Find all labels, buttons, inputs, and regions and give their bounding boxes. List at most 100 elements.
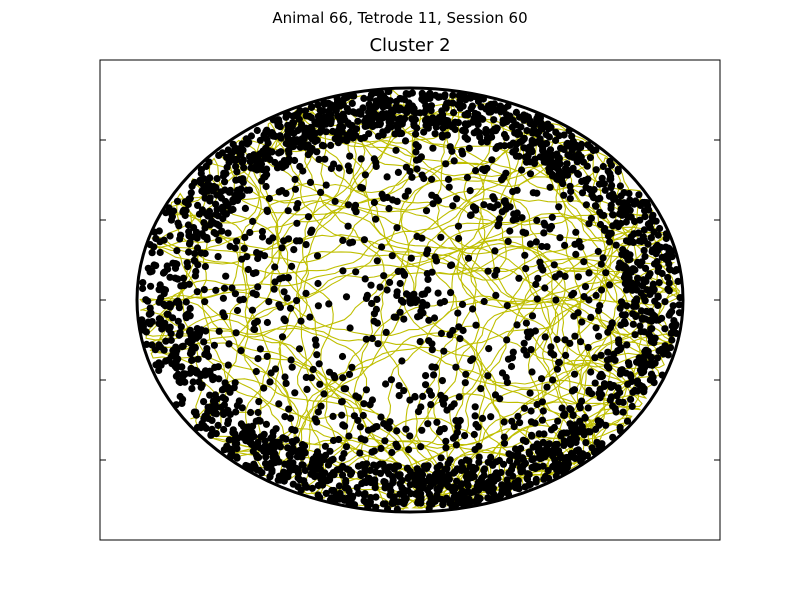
spike-point (477, 103, 485, 111)
spike-point (400, 271, 409, 279)
spike-point (220, 284, 229, 292)
spike-point (384, 102, 392, 110)
spike-point (520, 339, 528, 347)
spike-point (448, 503, 456, 511)
spike-point (556, 234, 564, 242)
spike-point (638, 258, 646, 266)
spike-point (255, 416, 263, 424)
spike-point (169, 259, 177, 267)
spike-point (255, 398, 263, 406)
spike-point (570, 312, 578, 320)
spike-point (503, 336, 511, 344)
spike-point (470, 488, 478, 496)
spike-point (197, 179, 205, 187)
spike-point (233, 445, 241, 453)
spike-point (253, 126, 261, 135)
spike-point (673, 266, 681, 274)
spike-point (425, 490, 433, 498)
spike-point (389, 108, 397, 116)
spike-point (194, 201, 202, 209)
spike-point (316, 493, 324, 501)
spike-point (316, 380, 324, 388)
spike-point (201, 350, 209, 358)
spike-point (213, 205, 221, 213)
spike-point (190, 178, 199, 187)
spike-point (354, 117, 362, 125)
spike-point (411, 115, 419, 124)
spike-point (222, 272, 230, 280)
spike-point (587, 214, 596, 222)
spike-point (431, 130, 439, 138)
spike-point (270, 285, 278, 293)
spike-point (596, 302, 604, 310)
spike-point (186, 326, 194, 334)
spike-point (239, 422, 248, 431)
spike-point (347, 91, 355, 100)
spike-point (220, 312, 228, 321)
spike-point (442, 480, 450, 488)
spike-point (553, 440, 561, 448)
spike-point (291, 389, 299, 397)
spike-point (523, 351, 531, 359)
spike-point (338, 411, 346, 419)
spike-point (372, 503, 380, 511)
spike-point (207, 431, 215, 439)
spike-point (617, 298, 626, 306)
spike-point (381, 437, 389, 445)
spike-point (482, 126, 490, 134)
spike-point (233, 156, 241, 164)
spike-point (212, 230, 220, 238)
spike-point (193, 244, 202, 252)
spike-point (148, 249, 156, 257)
spike-point (208, 425, 216, 433)
spike-point (414, 143, 422, 151)
spike-point (490, 116, 498, 124)
spike-point (547, 157, 555, 165)
spike-point (206, 367, 214, 376)
spike-point (220, 425, 228, 434)
spike-point (405, 446, 413, 454)
spike-point (665, 279, 673, 287)
spike-point (326, 447, 334, 455)
spike-point (278, 187, 286, 195)
spike-point (533, 295, 541, 303)
spike-point (519, 228, 527, 236)
spike-point (380, 272, 388, 280)
spike-point (226, 410, 234, 419)
spike-point (616, 423, 624, 431)
spike-point (604, 348, 612, 356)
spike-point (314, 101, 322, 109)
spike-point (359, 411, 367, 420)
spike-point (380, 478, 388, 486)
spike-point (489, 484, 497, 492)
spike-point (421, 92, 429, 100)
spike-point (449, 99, 457, 107)
spike-point (331, 374, 339, 382)
spike-point (347, 470, 355, 479)
spike-point (377, 444, 385, 453)
spike-point (275, 400, 283, 408)
spike-point (417, 443, 425, 451)
spike-point (313, 463, 321, 471)
spike-point (508, 417, 516, 425)
spike-point (483, 138, 491, 146)
spike-point (359, 461, 367, 469)
spike-point (345, 370, 354, 378)
spike-point (674, 277, 682, 285)
spike-point (396, 490, 404, 498)
spike-point (339, 374, 347, 382)
spike-point (557, 144, 565, 152)
spike-point (644, 349, 652, 357)
spike-point (262, 453, 270, 461)
spike-point (647, 370, 656, 378)
spike-point (444, 175, 453, 183)
spike-point (281, 317, 289, 325)
spike-point (393, 505, 401, 513)
spike-point (547, 222, 556, 231)
spike-point (455, 234, 463, 243)
spike-point (616, 370, 625, 378)
spike-point (480, 466, 488, 474)
spike-point (197, 169, 205, 178)
spike-point (532, 280, 540, 288)
spike-point (177, 231, 185, 239)
